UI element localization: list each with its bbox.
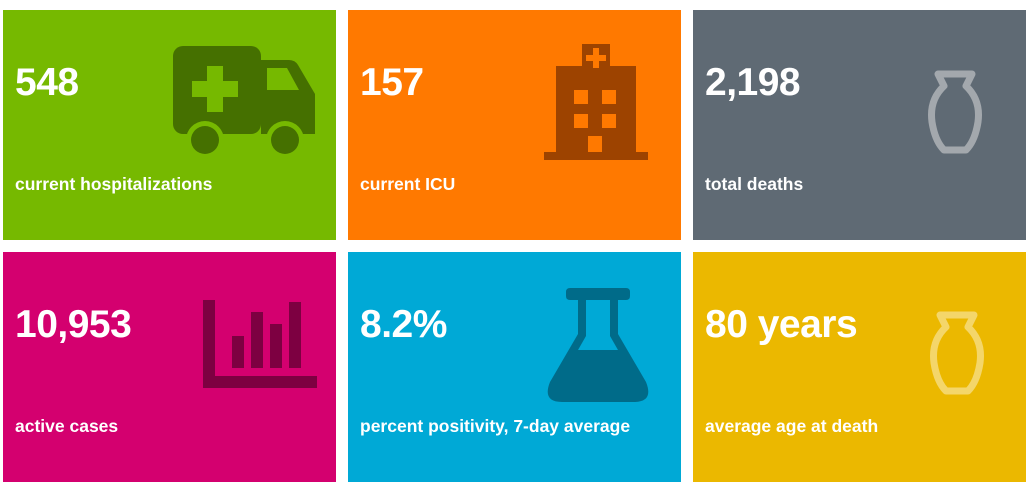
icu-label: current ICU (360, 174, 456, 194)
active-cases-label: active cases (15, 416, 119, 436)
hospitalizations-tile: 548 current hospitali (3, 10, 336, 240)
average-age-value: 80 years (705, 303, 858, 346)
hospital-icon (544, 44, 648, 162)
hospitalizations-value: 548 (15, 61, 79, 104)
average-age-tile: 80 years average age at death (693, 252, 1026, 482)
flask-icon (546, 286, 650, 404)
average-age-label: average age at death (705, 416, 879, 436)
positivity-tile: 8.2% percent positivity, 7-day average (348, 252, 681, 482)
urn-icon (926, 69, 984, 155)
active-cases-tile: 10,953 active cases (3, 252, 336, 482)
hospitalizations-label: current hospitalizations (15, 174, 213, 194)
deaths-value: 2,198 (705, 61, 801, 104)
ambulance-icon (171, 44, 318, 160)
deaths-tile: 2,198 total deaths (693, 10, 1026, 240)
urn-icon (928, 310, 986, 396)
icu-tile: 157 current ICU (348, 10, 681, 240)
positivity-value: 8.2% (360, 303, 447, 346)
bar-chart-icon (201, 298, 319, 390)
deaths-label: total deaths (705, 174, 804, 194)
positivity-label: percent positivity, 7-day average (360, 416, 631, 436)
icu-value: 157 (360, 61, 424, 104)
active-cases-value: 10,953 (15, 303, 132, 346)
stats-grid: 548 current hospitali (3, 10, 1027, 482)
